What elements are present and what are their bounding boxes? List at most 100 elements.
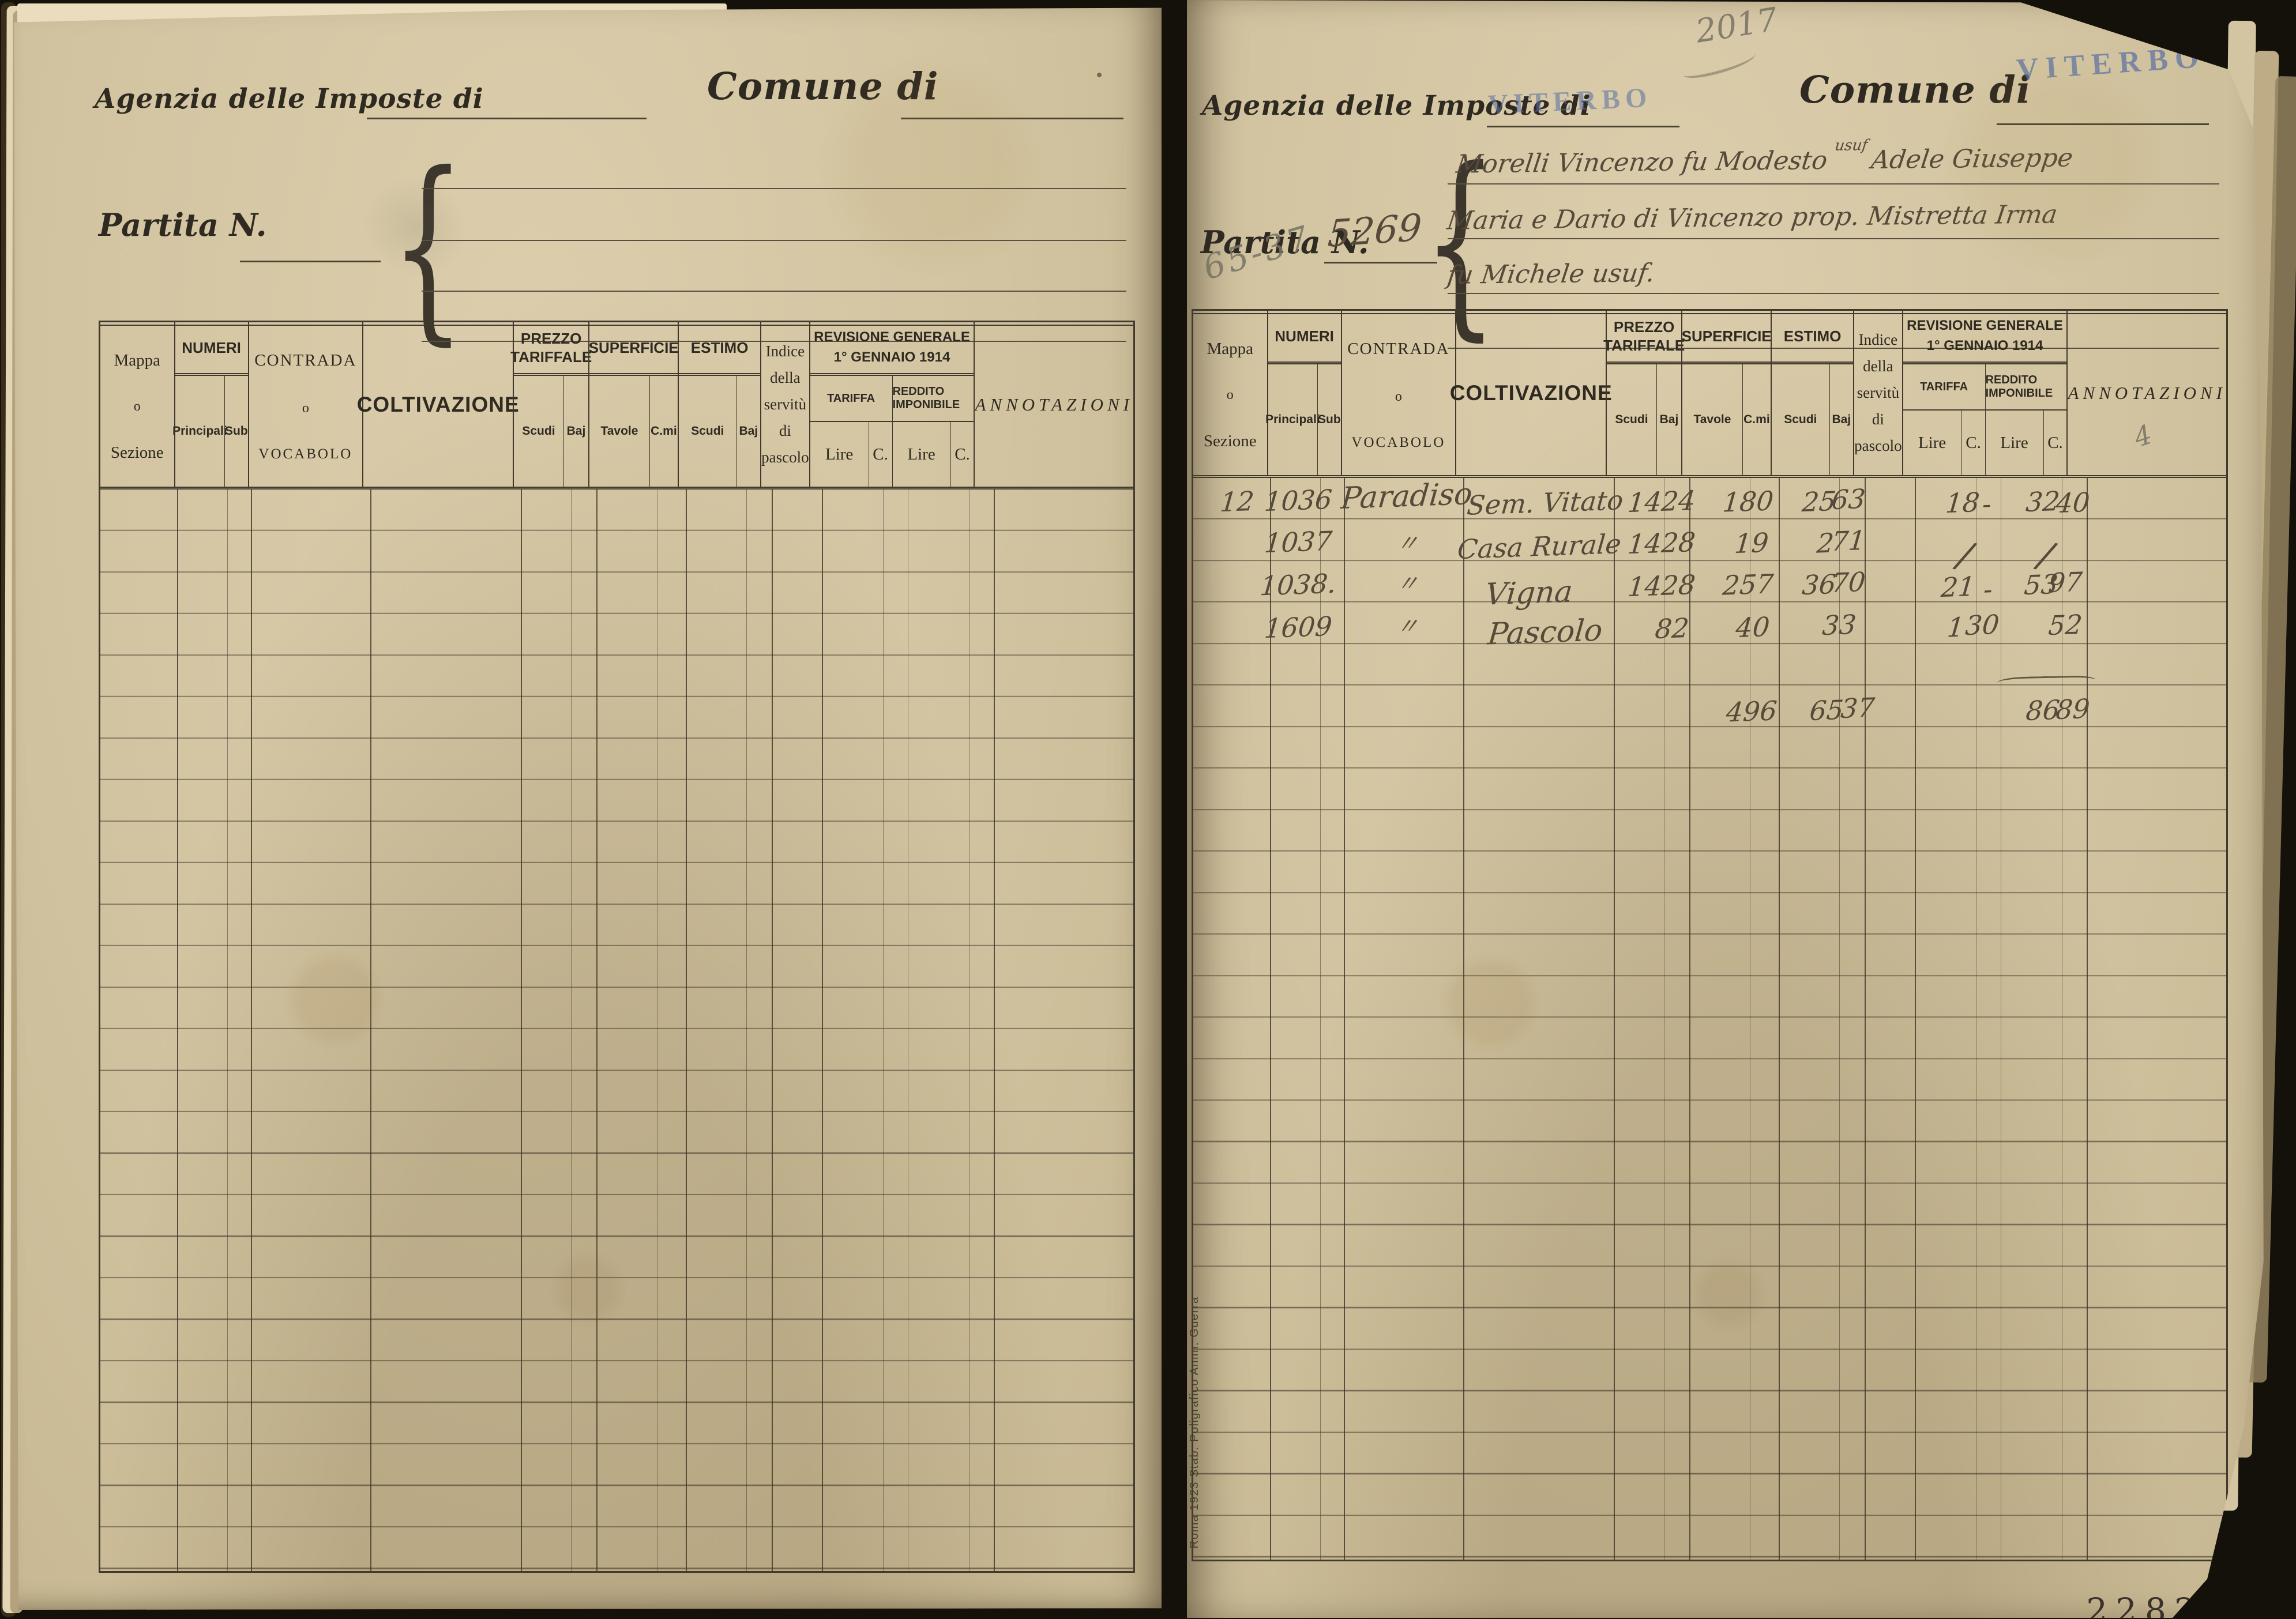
cell-tariffa-lire: 1 (1945, 611, 1966, 643)
col-mappa-header: Mappa o Sezione (1193, 311, 1267, 475)
agency-blank-line (1487, 126, 1679, 127)
comune-blank-line (1997, 123, 2209, 125)
column-line (571, 490, 572, 1571)
mappa-o: o (133, 399, 141, 414)
column-line (227, 490, 228, 1571)
table-body (100, 487, 1133, 1571)
contrada-o: o (302, 400, 309, 416)
cell-mappa: 12 (1219, 485, 1256, 518)
prezzo-label: PREZZO (1613, 318, 1675, 336)
agency-label: Agenzia delle Imposte di (1202, 90, 1591, 122)
column-line (1839, 478, 1840, 1560)
cell-estimo-baj: 70 (1830, 566, 1867, 599)
left-page: Agenzia delle Imposte di Comune di Parti… (14, 7, 1162, 1610)
baj-label: Baj (1656, 364, 1681, 475)
estimo-label: ESTIMO (679, 322, 761, 376)
centesimi-label: C. (950, 422, 974, 487)
tavole-label: Tavole (1693, 413, 1731, 426)
page-number-stamp: 2282 (2086, 1591, 2204, 1619)
revisione-date: 1° GENNAIO 1914 (1926, 338, 2043, 353)
revisione-date: 1° GENNAIO 1914 (833, 349, 950, 365)
indice-word: della (1863, 357, 1893, 375)
col-numeri-header: NUMERI Principali Sub (172, 322, 248, 487)
column-line (370, 490, 371, 1571)
reddito-label: REDDITO IMPONIBILE (1985, 364, 2067, 409)
column-line (822, 490, 823, 1571)
col-prezzo-header: PREZZO TARIFFALE Scudi Baj (1603, 311, 1685, 475)
lire-label: Lire (825, 445, 854, 464)
column-line (1915, 478, 1916, 1560)
superficie-label: SUPERFICIE (589, 322, 679, 376)
estimo-label: ESTIMO (1772, 311, 1854, 364)
column-line (1779, 478, 1780, 1560)
pencil-note-2017: 2017 (1693, 1, 1780, 51)
prezzo-label: PREZZO (520, 329, 582, 347)
column-line (1614, 478, 1615, 1560)
cmi-label: C.mi (1742, 364, 1771, 475)
agency-blank-line (367, 118, 647, 119)
cell-contrada-ditto: 〃 (1395, 570, 1420, 597)
column-line (1865, 478, 1866, 1560)
tariffale-label: TARIFFALE (1603, 337, 1685, 354)
column-line (1689, 478, 1690, 1560)
annotazioni-label: ANNOTAZIONI (975, 394, 1133, 415)
cell-tariffa-c: 30 (1964, 608, 2001, 642)
baj-label: Baj (1829, 364, 1854, 475)
cell-estimo-baj: 71 (1830, 524, 1867, 558)
indice-word: pascolo (761, 449, 809, 466)
mappa-label: Mappa (114, 351, 161, 370)
col-annotazioni-header: ANNOTAZIONI (2066, 311, 2226, 475)
col-revisione-header: REVISIONE GENERALE 1° GENNAIO 1914 TARIFF… (809, 322, 974, 487)
partita-label: Partita N. (1201, 224, 1369, 261)
owner-blank-line (422, 291, 1126, 292)
table-header: Mappa o Sezione NUMERI Principali Sub CONTR… (100, 322, 1133, 487)
numeri-label: NUMERI (1268, 311, 1341, 364)
table-body: 12 1036 Paradiso Sem. Vitato 1424 180 25… (1193, 475, 2226, 1618)
cell-tariffa-c: - (1981, 488, 1993, 520)
col-estimo-header: ESTIMO Scudi Baj (678, 322, 761, 487)
contrada-label: CONTRADA (1347, 340, 1450, 358)
owner-name-line1: Morelli Vincenzo fu ModestousufAdele Giu… (1455, 137, 2075, 179)
ledger-table: Mappa o Sezione NUMERI Principali Sub CONTR… (99, 321, 1135, 1573)
column-line (994, 490, 995, 1571)
cell-prezzo: 1428 (1626, 526, 1697, 560)
scudi-label: Scudi (522, 424, 555, 438)
owner-brace: { (1423, 126, 1498, 359)
col-contrada-header: CONTRADA o VOCABOLO (1340, 311, 1456, 475)
comune-label: Comune di (707, 65, 939, 108)
cell-superficie: 19 (1733, 526, 1770, 560)
annotazioni-label: ANNOTAZIONI (2068, 382, 2226, 403)
owner-line (1448, 183, 2219, 185)
ink-speck (1097, 73, 1102, 77)
indice-word: di (779, 422, 791, 439)
cell-prezzo: 1428 (1626, 568, 1697, 603)
indice-word: Indice (1858, 331, 1898, 348)
cell-reddito-c: 52 (2047, 608, 2084, 642)
partita-blank-line (240, 261, 381, 262)
tariffa-label: TARIFFA (827, 391, 875, 405)
cell-prezzo: 1424 (1626, 484, 1697, 519)
column-line (1344, 478, 1345, 1560)
column-line (596, 490, 598, 1571)
col-superficie-header: SUPERFICIE Tavole C.mi (588, 322, 679, 487)
column-line (883, 490, 884, 1571)
owner-line (1448, 238, 2219, 239)
cell-numero: 1037 (1263, 525, 1333, 559)
superficie-label: SUPERFICIE (1682, 311, 1772, 364)
col-numeri-header: NUMERI Principali Sub (1265, 311, 1341, 475)
cell-superficie: 40 (1734, 611, 1771, 644)
sub-label: Sub (224, 376, 248, 487)
col-mappa-header: Mappa o Sezione (100, 322, 174, 487)
col-superficie-header: SUPERFICIE Tavole C.mi (1681, 311, 1772, 475)
owner-blank-line (422, 341, 1126, 342)
printer-imprint: Roma 1923 Stab. Poligrafico Amm. Guerra (1188, 1296, 1201, 1549)
column-line (1463, 478, 1464, 1560)
owner-blank-line (422, 188, 1126, 189)
col-indice-header: Indice della servitù di pascolo (760, 322, 809, 487)
sezione-label: Sezione (110, 443, 164, 462)
column-line (251, 490, 252, 1571)
baj-label: Baj (563, 376, 588, 487)
partita-label: Partita N. (99, 206, 267, 243)
column-line (521, 490, 522, 1571)
cmi-label: C.mi (649, 376, 678, 487)
